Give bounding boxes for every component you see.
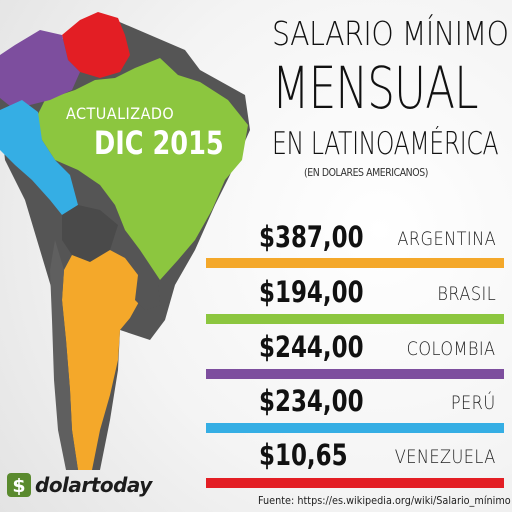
- logo-text: dolartoday: [35, 473, 152, 497]
- country: PERÚ: [451, 392, 496, 414]
- badge-label: ACTUALIZADO: [66, 104, 175, 123]
- amount: $234,00: [259, 384, 364, 418]
- bar-brasil: [206, 314, 504, 324]
- dollar-logo-icon: $: [7, 473, 31, 497]
- country: VENEZUELA: [395, 446, 496, 468]
- bar-peru: [206, 423, 504, 433]
- map-brasil: [35, 58, 248, 280]
- bar-argentina: [206, 258, 504, 268]
- amount: $387,00: [259, 220, 364, 254]
- country: BRASIL: [437, 283, 496, 305]
- title-line-3: EN LATINOAMÉRICA: [272, 126, 499, 162]
- row-brasil: $194,00 BRASIL: [252, 273, 506, 315]
- row-peru: $234,00 PERÚ: [252, 382, 506, 424]
- source-credit: Fuente: https://es.wikipedia.org/wiki/Sa…: [258, 494, 511, 507]
- map-bolivia: [62, 205, 118, 262]
- map-colombia: [0, 30, 80, 110]
- map-argentina: [62, 250, 140, 470]
- country: COLOMBIA: [407, 338, 496, 360]
- row-venezuela: $10,65 VENEZUELA: [252, 436, 506, 478]
- map-peru: [0, 100, 78, 215]
- map-venezuela: [62, 12, 130, 78]
- title-line-1: SALARIO MÍNIMO: [272, 14, 509, 53]
- subtitle: (EN DOLARES AMERICANOS): [304, 166, 428, 179]
- title-line-2: MENSUAL: [272, 54, 479, 122]
- country: ARGENTINA: [397, 228, 496, 250]
- map-chile: [50, 240, 78, 470]
- bar-venezuela: [206, 478, 504, 488]
- amount: $10,65: [259, 438, 348, 472]
- amount: $244,00: [259, 330, 364, 364]
- svg-text:$: $: [12, 475, 25, 497]
- map-uruguay: [135, 275, 160, 310]
- row-argentina: $387,00 ARGENTINA: [252, 218, 506, 260]
- amount: $194,00: [259, 275, 364, 309]
- row-colombia: $244,00 COLOMBIA: [252, 328, 506, 370]
- badge-date: DIC 2015: [94, 124, 224, 162]
- dolartoday-logo: $ dolartoday: [6, 472, 156, 500]
- bar-colombia: [206, 369, 504, 379]
